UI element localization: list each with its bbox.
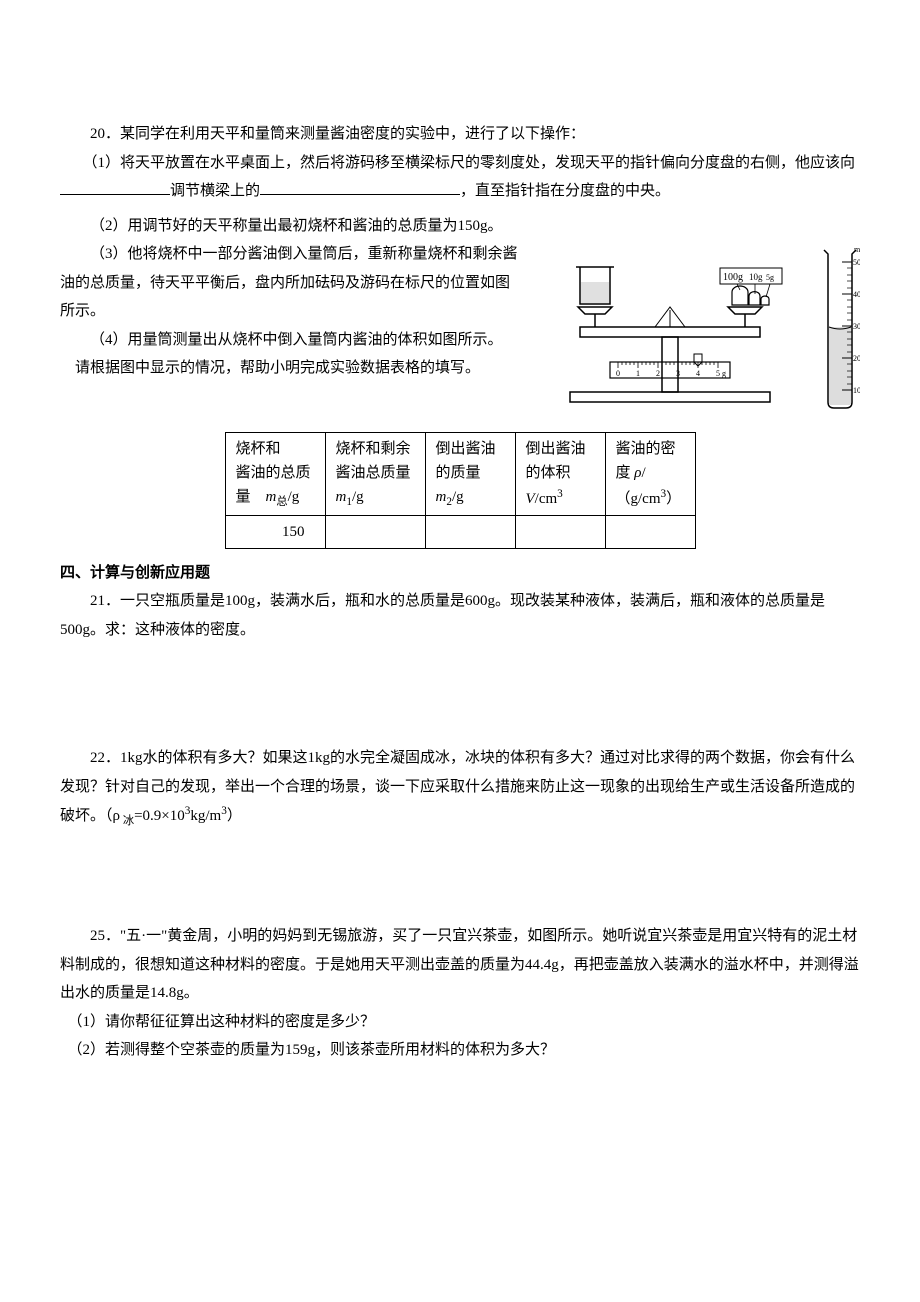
balance-diagram: 100g 10g 5g 0 1 2 3 4 5 g	[540, 242, 800, 412]
q20-p1: （1）将天平放置在水平桌面上，然后将游码移至横梁标尺的零刻度处，发现天平的指针偏…	[60, 149, 860, 206]
q21: 21．一只空瓶质量是100g，装满水后，瓶和水的总质量是600g。现改装某种液体…	[60, 587, 860, 644]
tick-4: 4	[696, 369, 700, 378]
blank-2[interactable]	[260, 180, 460, 195]
cyl-30: 30	[853, 322, 860, 331]
q22-workspace	[60, 832, 860, 922]
q20-p4: （4）用量筒测量出从烧杯中倒入量筒内酱油的体积如图所示。	[60, 326, 520, 355]
th-3: 倒出酱油 的质量 m2/g	[425, 432, 515, 515]
td-1: 150	[225, 515, 325, 548]
section-4-heading: 四、计算与创新应用题	[60, 559, 860, 588]
blank-1[interactable]	[60, 180, 170, 195]
cyl-unit: mL	[854, 245, 860, 254]
cyl-10: 10	[853, 386, 860, 395]
cyl-50: 50	[853, 258, 860, 267]
q20-left-col: （2）用调节好的天平称量出最初烧杯和酱油的总质量为150g。 （3）他将烧杯中一…	[60, 212, 520, 412]
q25-p2: （1）请你帮征征算出这种材料的密度是多少？	[60, 1008, 860, 1037]
tick-0: 0	[616, 369, 620, 378]
th-1: 烧杯和 酱油的总质 量 m总/g	[225, 432, 325, 515]
cylinder-diagram: mL 50 40 30 20 10	[820, 242, 860, 412]
table-data-row: 150	[225, 515, 695, 548]
weight-100g: 100g	[723, 272, 743, 283]
q21-workspace	[60, 644, 860, 744]
q20-p1-a: （1）将天平放置在水平桌面上，然后将游码移至横梁标尺的零刻度处，发现天平的指针偏…	[90, 155, 855, 171]
cyl-20: 20	[853, 354, 860, 363]
tick-5: 5	[716, 369, 720, 378]
q20-p2: （2）用调节好的天平称量出最初烧杯和酱油的总质量为150g。	[60, 212, 520, 241]
weight-5g: 5g	[766, 273, 774, 282]
tick-3: 3	[676, 369, 680, 378]
q20-content-row: （2）用调节好的天平称量出最初烧杯和酱油的总质量为150g。 （3）他将烧杯中一…	[60, 212, 860, 412]
q20-right-col: 100g 10g 5g 0 1 2 3 4 5 g	[540, 212, 860, 412]
table-header-row: 烧杯和 酱油的总质 量 m总/g 烧杯和剩余 酱油总质量 m1/g 倒出酱油 的…	[225, 432, 695, 515]
tick-2: 2	[656, 369, 660, 378]
td-4[interactable]	[515, 515, 605, 548]
th-2: 烧杯和剩余 酱油总质量 m1/g	[325, 432, 425, 515]
data-table: 烧杯和 酱油的总质 量 m总/g 烧杯和剩余 酱油总质量 m1/g 倒出酱油 的…	[225, 432, 696, 549]
td-2[interactable]	[325, 515, 425, 548]
q20-p1-c: ，直至指针指在分度盘的中央。	[460, 183, 670, 199]
q22: 22．1kg水的体积有多大？如果这1kg的水完全凝固成冰，冰块的体积有多大？通过…	[60, 744, 860, 832]
th-5: 酱油的密 度 ρ/ （g/cm3）	[605, 432, 695, 515]
cyl-40: 40	[853, 290, 860, 299]
q20-stem: 20．某同学在利用天平和量筒来测量酱油密度的实验中，进行了以下操作：	[60, 120, 860, 149]
td-3[interactable]	[425, 515, 515, 548]
weight-10g: 10g	[749, 272, 763, 282]
tick-unit: g	[722, 369, 726, 378]
q20-p3: （3）他将烧杯中一部分酱油倒入量筒后，重新称量烧杯和剩余酱油的总质量，待天平平衡…	[60, 240, 520, 326]
tick-1: 1	[636, 369, 640, 378]
th-4: 倒出酱油 的体积 V/cm3	[515, 432, 605, 515]
td-5[interactable]	[605, 515, 695, 548]
q20-p1-b: 调节横梁上的	[170, 183, 260, 199]
q25-p3: （2）若测得整个空茶壶的质量为159g，则该茶壶所用材料的体积为多大？	[60, 1036, 860, 1065]
q20-p5: 请根据图中显示的情况，帮助小明完成实验数据表格的填写。	[60, 354, 520, 383]
q25-p1: 25．"五·一"黄金周，小明的妈妈到无锡旅游，买了一只宜兴茶壶，如图所示。她听说…	[60, 922, 860, 1008]
